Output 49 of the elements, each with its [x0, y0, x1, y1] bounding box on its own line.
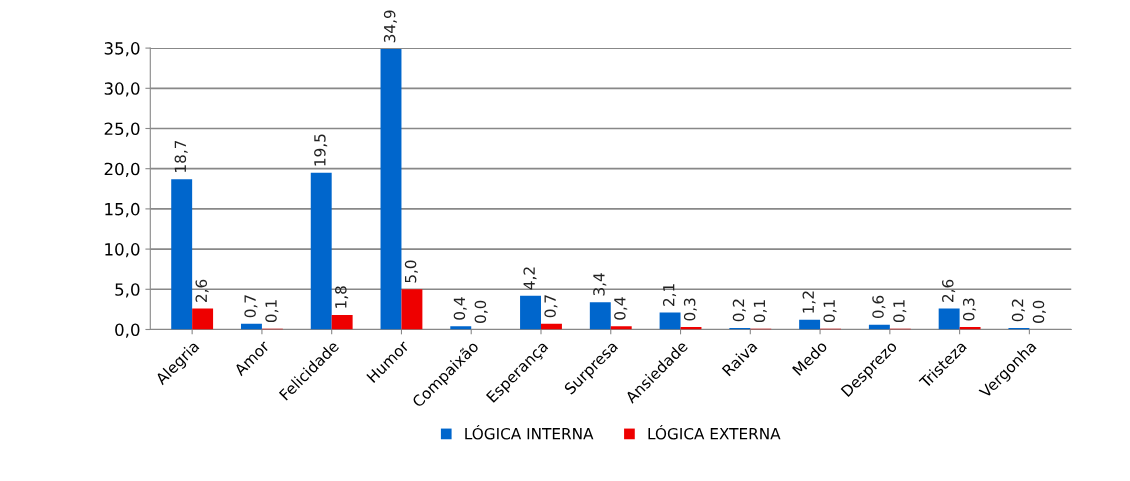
data-label: 0,3 [962, 298, 977, 321]
data-label: 2,6 [195, 279, 209, 302]
data-label: 2,6 [942, 279, 956, 302]
y-tick-label: 25,0 [104, 122, 140, 137]
y-tick-label: 30,0 [104, 82, 140, 97]
y-tick-label: 10,0 [105, 243, 140, 258]
y-tick-label: 15,0 [105, 202, 140, 218]
data-label: 0,1 [265, 300, 279, 323]
data-label: 3,4 [593, 273, 607, 296]
bar [938, 308, 960, 330]
data-label: 0,4 [614, 297, 628, 320]
y-tick-label: 35,0 [104, 42, 140, 57]
y-tick-label: 20,0 [104, 162, 140, 177]
bar [401, 289, 423, 330]
data-label: 0,2 [732, 299, 746, 322]
data-label: 5,0 [404, 260, 418, 283]
data-label: 2,1 [662, 284, 677, 306]
data-label: 0,1 [893, 300, 907, 323]
bar [380, 48, 402, 330]
data-label: 0,0 [1032, 300, 1046, 323]
y-tick-label: 5,0 [115, 283, 140, 298]
data-label: 0,1 [823, 300, 837, 323]
data-label: 0,7 [244, 295, 258, 318]
data-label: 18,7 [174, 140, 188, 172]
bar [520, 295, 541, 330]
y-tick-label: 0,0 [115, 323, 140, 338]
data-label: 0,4 [453, 297, 467, 320]
data-label: 1,2 [802, 291, 816, 313]
data-label: 1,8 [335, 286, 349, 308]
bar [610, 326, 632, 330]
bar [171, 179, 193, 330]
data-label: 0,2 [1011, 299, 1025, 322]
data-label: 4,2 [523, 267, 537, 290]
bar [589, 302, 611, 330]
bar [192, 308, 214, 330]
bar [659, 312, 681, 330]
data-label: 19,5 [314, 134, 328, 166]
bar [331, 315, 353, 330]
legend-label: LÓGICA EXTERNA [648, 425, 781, 440]
data-label: 0,6 [872, 295, 886, 319]
data-label: 0,1 [753, 300, 767, 323]
data-label: 0,7 [544, 295, 558, 318]
data-label: 0,3 [683, 298, 697, 321]
bar [310, 172, 332, 330]
bar [799, 319, 821, 330]
bar [450, 326, 472, 330]
legend-label: LÓGICA INTERNA [465, 425, 594, 440]
data-label: 34,9 [383, 10, 397, 43]
data-label: 0,0 [474, 300, 488, 323]
